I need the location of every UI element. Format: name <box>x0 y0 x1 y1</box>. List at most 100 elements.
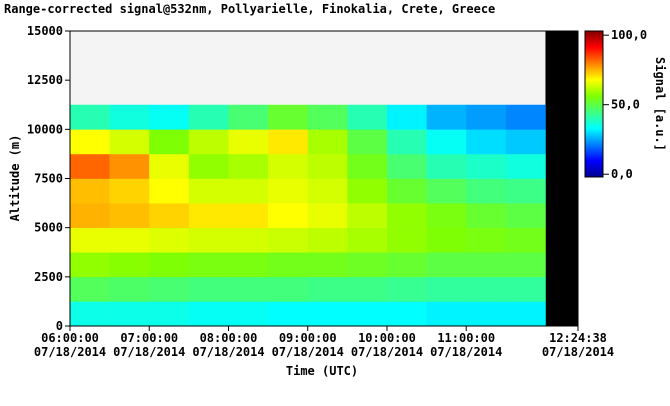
x-tick-label: 07:00:00 07/18/2014 <box>113 331 185 359</box>
heatmap-cell <box>70 203 110 228</box>
heatmap-cell <box>307 227 348 253</box>
heatmap-cell <box>386 104 427 130</box>
heatmap-cell <box>109 227 150 253</box>
x-tick-label: 11:00:00 07/18/2014 <box>430 331 502 359</box>
heatmap-cell <box>426 153 467 179</box>
heatmap-cell <box>426 276 467 302</box>
x-tick-label: 06:00:00 07/18/2014 <box>34 331 106 359</box>
heatmap-cell <box>109 178 150 204</box>
heatmap-cell <box>228 276 269 302</box>
chart-title: Range-corrected signal@532nm, Pollyariel… <box>4 2 495 16</box>
heatmap-cell <box>307 129 348 155</box>
heatmap-cell <box>268 203 309 228</box>
heatmap-cell <box>426 178 467 204</box>
heatmap-cell <box>347 227 388 253</box>
heatmap-cell <box>426 227 467 253</box>
heatmap-cell <box>426 252 467 278</box>
heatmap-cell <box>228 104 269 130</box>
heatmap-cell <box>228 178 269 204</box>
heatmap-cell <box>109 153 150 179</box>
heatmap-cell <box>149 129 190 155</box>
colorbar-tick-label: 0,0 <box>611 167 633 181</box>
y-tick-label: 0 <box>56 319 63 333</box>
heatmap-cell <box>268 153 309 179</box>
heatmap-cell <box>149 276 190 302</box>
heatmap-cell <box>505 153 546 179</box>
heatmap-cell <box>466 153 507 179</box>
heatmap-cell <box>228 227 269 253</box>
colorbar-tick-label: 100,0 <box>611 28 647 42</box>
heatmap-cell <box>307 252 348 278</box>
heatmap-cell <box>347 203 388 228</box>
heatmap-cell <box>228 203 269 228</box>
heatmap-cell <box>505 276 546 302</box>
heatmap-cell <box>386 178 427 204</box>
heatmap-cell <box>347 129 388 155</box>
heatmap-cell <box>188 104 229 130</box>
heatmap-cell <box>505 227 546 253</box>
heatmap-cell <box>386 203 427 228</box>
heatmap-cell <box>466 203 507 228</box>
heatmap-cell <box>307 203 348 228</box>
x-tick-label: 10:00:00 07/18/2014 <box>351 331 423 359</box>
y-tick-label: 2500 <box>34 270 63 284</box>
heatmap-cell <box>307 178 348 204</box>
heatmap-cell <box>426 203 467 228</box>
heatmap-cell <box>188 203 229 228</box>
heatmap-cell <box>426 129 467 155</box>
heatmap-cell <box>386 129 427 155</box>
y-tick-label: 5000 <box>34 221 63 235</box>
heatmap-cell <box>149 203 190 228</box>
heatmap-cell <box>149 104 190 130</box>
heatmap-cell <box>268 104 309 130</box>
heatmap-cell <box>109 104 150 130</box>
heatmap-cell <box>505 129 546 155</box>
heatmap-cell <box>347 153 388 179</box>
heatmap-cell <box>188 227 229 253</box>
heatmap-cell <box>466 227 507 253</box>
heatmap-cell <box>307 104 348 130</box>
heatmap-cell <box>347 104 388 130</box>
heatmap-cell <box>149 178 190 204</box>
heatmap-cell <box>188 129 229 155</box>
heatmap-cell <box>347 301 388 327</box>
heatmap-cell <box>466 129 507 155</box>
colorbar-tick-label: 50,0 <box>611 98 640 112</box>
x-tick-label: 12:24:38 07/18/2014 <box>542 331 614 359</box>
heatmap-cell <box>109 276 150 302</box>
y-tick-label: 10000 <box>27 122 63 136</box>
heatmap-cell <box>228 153 269 179</box>
y-tick-label: 12500 <box>27 73 63 87</box>
heatmap-cell <box>188 178 229 204</box>
heatmap-cell <box>386 252 427 278</box>
heatmap-cell <box>109 203 150 228</box>
y-tick-label: 7500 <box>34 172 63 186</box>
heatmap-cell <box>347 178 388 204</box>
heatmap-cell <box>70 104 110 130</box>
heatmap-cell <box>268 252 309 278</box>
heatmap-cell <box>70 252 110 278</box>
heatmap-cell <box>268 301 309 327</box>
heatmap-cell <box>70 178 110 204</box>
heatmap-cell <box>228 252 269 278</box>
heatmap-cell <box>109 301 150 327</box>
heatmap-cell <box>188 276 229 302</box>
heatmap-cell <box>386 227 427 253</box>
heatmap-cell <box>228 129 269 155</box>
heatmap-cell <box>426 301 467 327</box>
heatmap-cell <box>268 129 309 155</box>
heatmap-cell <box>505 301 546 327</box>
heatmap-cell <box>109 252 150 278</box>
heatmap-cell <box>347 276 388 302</box>
heatmap-cell <box>149 227 190 253</box>
heatmap-cell <box>466 276 507 302</box>
heatmap-cell <box>70 301 110 327</box>
x-tick-label: 08:00:00 07/18/2014 <box>192 331 264 359</box>
heatmap-cell <box>188 153 229 179</box>
y-axis-label: Altitude (m) <box>8 135 22 222</box>
heatmap-cell <box>188 301 229 327</box>
heatmap-cell <box>268 276 309 302</box>
heatmap-cell <box>426 104 467 130</box>
heatmap-cell <box>466 252 507 278</box>
